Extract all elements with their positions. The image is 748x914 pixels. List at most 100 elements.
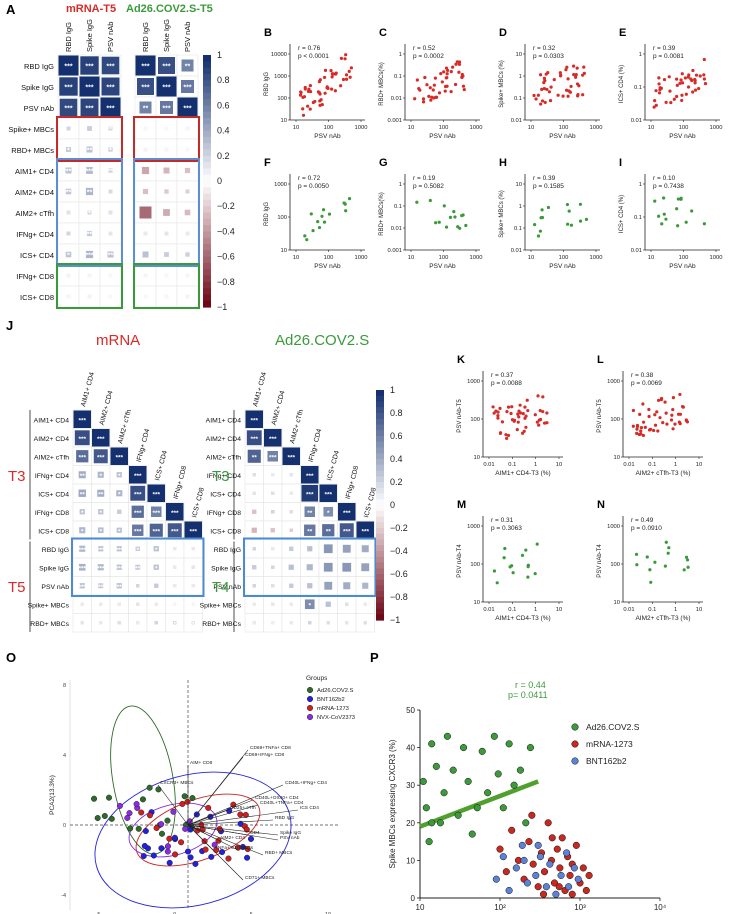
matrix-j-star: *** <box>171 510 179 517</box>
matrix-j-colorbar-tick: −0.8 <box>390 592 408 602</box>
scatter-point <box>327 212 332 216</box>
correlation-matrix-j: mRNA Ad26.COV2.S ****** ****** *** ***** * * *… <box>8 332 408 633</box>
matrix-j-square <box>136 602 140 606</box>
scatter-y-tick-label: 0.01 <box>631 248 642 254</box>
scatter-point <box>339 56 344 61</box>
p-data-point <box>484 789 492 797</box>
scatter-point <box>330 87 334 91</box>
scatter-point <box>457 62 461 66</box>
scatter-y-tick-label: 1 <box>519 74 522 80</box>
pca-loading-vector <box>157 784 189 826</box>
pca-point <box>205 804 212 811</box>
scatter-y-tick-label: 100 <box>470 562 480 568</box>
matrix-a-star: ** <box>185 64 191 71</box>
matrix-j-star: *** <box>343 528 351 535</box>
matrix-j-colorbar-segment <box>376 562 384 569</box>
matrix-a-square <box>80 56 99 75</box>
scatter-y-tick-label: 1000 <box>607 379 620 385</box>
matrix-a-star: *** <box>64 106 72 113</box>
matrix-a-star: *** <box>141 64 149 71</box>
scatter-point <box>558 71 562 75</box>
matrix-j-square <box>251 527 257 533</box>
matrix-a-star: *** <box>85 85 93 92</box>
matrix-a-row-label: AIM2+ CD4 <box>15 188 54 197</box>
matrix-a-square <box>143 147 148 152</box>
scatter-r-value: r = 0.31 <box>491 517 514 524</box>
matrix-j-star: *** <box>343 510 351 517</box>
pca-loading-vector <box>187 819 274 826</box>
scatter-point <box>333 89 337 93</box>
scatter-point <box>536 394 540 398</box>
matrix-a-square <box>164 231 169 236</box>
matrix-j-highlight-box <box>71 537 205 597</box>
matrix-j-star: *** <box>78 417 86 424</box>
scatter-point <box>690 78 694 83</box>
matrix-j-square <box>166 503 184 521</box>
scatter-point <box>443 84 448 89</box>
scatter-point <box>655 410 659 414</box>
scatter-point <box>533 572 537 576</box>
matrix-a-colorbar-segment <box>203 67 211 75</box>
pca-point <box>187 854 194 861</box>
matrix-j-star: *** <box>134 510 142 517</box>
matrix-j-colorbar-segment <box>376 447 384 454</box>
matrix-j-square <box>73 410 91 428</box>
scatter-point <box>684 220 688 224</box>
matrix-j-square <box>245 410 263 428</box>
scatter-x-tick-label: 10 <box>293 255 299 261</box>
matrix-j-star: * <box>118 491 121 498</box>
scatter-panel-letter: C <box>379 27 387 39</box>
matrix-j-square <box>323 562 333 572</box>
matrix-j-colorbar-tick: −1 <box>390 615 400 625</box>
matrix-a-colorbar-segment <box>203 244 211 251</box>
matrix-a-square <box>87 210 92 215</box>
scatter-point <box>532 93 536 98</box>
scatter-x-tick-label: 100 <box>439 125 449 131</box>
scatter-point <box>311 229 315 233</box>
matrix-j-star: * <box>155 565 158 572</box>
matrix-a-colorbar-tick: −0.2 <box>217 201 235 211</box>
matrix-j-square <box>132 524 144 536</box>
scatter-point <box>654 89 658 93</box>
matrix-a-star: *** <box>106 85 114 92</box>
scatter-point <box>318 92 322 96</box>
pca-vector-label: AIM+ CD8 <box>190 760 213 766</box>
pca-point <box>211 841 218 848</box>
matrix-j-star: *** <box>306 473 314 480</box>
matrix-a-highlight-box <box>133 116 200 162</box>
scatter-panel-letter: I <box>619 157 622 169</box>
scatter-x-tick-label: 1000 <box>355 125 368 131</box>
scatter-x-tick-label: 0.01 <box>623 462 634 468</box>
scatter-point <box>639 429 643 433</box>
scatter-point <box>344 209 348 213</box>
matrix-j-star: *** <box>306 491 314 498</box>
scatter-point <box>520 431 525 435</box>
matrix-a-star: ** <box>108 253 114 260</box>
scatter-point <box>423 75 427 80</box>
scatter-point <box>576 94 580 98</box>
scatter-x-label: PSV nAb <box>549 133 576 140</box>
scatter-y-label: RBD+ MBCs(%) <box>379 62 385 106</box>
scatter-point <box>516 412 520 416</box>
scatter-y-tick-label: 1000 <box>467 524 480 530</box>
scatter-point <box>675 94 679 99</box>
matrix-j-row-label: RBD IgG <box>42 547 69 554</box>
matrix-a-star: ** <box>87 232 93 239</box>
matrix-a-colorbar-segment <box>203 73 211 81</box>
pca-loading-vector <box>187 809 299 826</box>
scatter-point <box>686 75 690 79</box>
matrix-j-square <box>288 564 294 570</box>
scatter-point <box>444 76 448 80</box>
matrix-j-star: ** <box>307 510 313 517</box>
scatter-point <box>509 411 513 416</box>
matrix-j-square <box>361 545 369 553</box>
pca-point <box>150 852 157 859</box>
scatter-point <box>631 408 636 413</box>
pca-point <box>184 798 191 805</box>
matrix-a-colorbar-segment <box>203 256 211 264</box>
scatter-point <box>631 424 635 428</box>
scatter-point <box>518 403 522 407</box>
matrix-j-star: *** <box>97 454 105 461</box>
pca-y-label: PCA2(13.3%) <box>49 775 56 815</box>
p-data-point <box>558 834 566 842</box>
